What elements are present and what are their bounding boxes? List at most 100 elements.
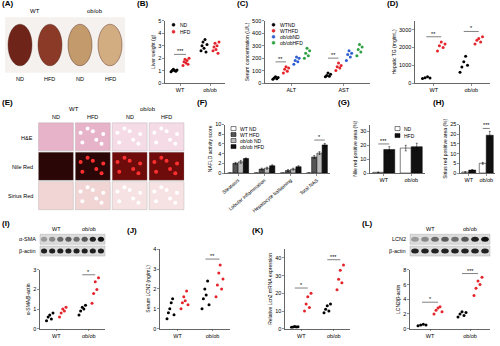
svg-text:Serum LCN2 (ng/mL): Serum LCN2 (ng/mL) [145,265,151,313]
svg-text:1: 1 [158,68,161,74]
svg-text:**: ** [331,52,336,58]
svg-text:2: 2 [158,55,161,61]
svg-text:8: 8 [218,131,221,137]
svg-text:*: * [429,296,432,302]
svg-text:WT: WT [379,177,388,183]
svg-text:HFD: HFD [404,133,415,139]
svg-text:3: 3 [158,43,161,49]
svg-text:ND: ND [16,76,24,82]
svg-text:ND: ND [404,126,412,132]
svg-text:3: 3 [33,267,36,273]
svg-text:0: 0 [158,80,161,86]
svg-text:ND: ND [180,22,188,28]
svg-text:ob/ob: ob/ob [87,8,103,14]
svg-text:20: 20 [450,131,456,137]
svg-text:Hepatic TG (mg/mL): Hepatic TG (mg/mL) [391,29,397,75]
svg-text:β-actin: β-actin [19,248,36,254]
svg-text:Hepatocyte ballooning: Hepatocyte ballooning [251,177,293,214]
svg-text:(C): (C) [237,0,248,8]
svg-text:**: ** [210,253,215,259]
svg-text:(F): (F) [197,98,208,107]
svg-text:(G): (G) [338,98,350,107]
svg-text:ob/ob: ob/ob [327,333,341,339]
svg-text:WT HFD: WT HFD [240,132,260,138]
svg-text:200: 200 [252,55,261,61]
svg-text:***: *** [467,268,474,274]
svg-text:500: 500 [252,18,261,24]
svg-text:ob/ob: ob/ob [82,226,96,232]
svg-text:2: 2 [33,286,36,292]
svg-text:40: 40 [275,255,281,261]
svg-text:30: 30 [360,128,366,134]
svg-text:4: 4 [218,151,221,157]
svg-text:Sirius red positive area (%): Sirius red positive area (%) [442,118,448,178]
svg-text:10: 10 [275,308,281,314]
svg-text:ob/obND: ob/obND [280,34,300,40]
svg-text:WT ND: WT ND [240,126,257,132]
svg-text:HFD: HFD [180,29,191,35]
svg-text:ob/ob: ob/ob [140,106,156,112]
svg-text:25: 25 [450,121,456,127]
svg-text:*: * [300,282,303,288]
svg-text:Lobular inflammation: Lobular inflammation [227,177,267,212]
svg-text:WT: WT [297,333,306,339]
svg-text:Serum concentration (U/L): Serum concentration (U/L) [244,22,250,81]
svg-text:6: 6 [403,282,406,288]
svg-text:***: *** [380,138,387,144]
svg-text:0: 0 [408,80,411,86]
svg-text:2: 2 [153,286,156,292]
svg-text:15: 15 [450,141,456,147]
svg-text:4: 4 [158,30,161,36]
svg-text:WT: WT [52,226,61,232]
svg-text:0: 0 [218,170,221,176]
svg-text:ob/ob: ob/ob [464,87,478,93]
svg-text:ALT: ALT [286,87,296,93]
svg-text:100: 100 [252,68,261,74]
svg-text:2: 2 [218,160,221,166]
svg-text:8: 8 [403,267,406,273]
svg-text:ob/ob: ob/ob [463,333,477,339]
svg-text:30: 30 [275,273,281,279]
svg-text:10: 10 [215,121,221,127]
svg-text:AST: AST [338,87,349,93]
svg-text:400: 400 [252,30,261,36]
svg-text:WT: WT [69,106,79,112]
svg-text:WT: WT [52,333,61,339]
svg-text:3000: 3000 [399,27,411,33]
svg-text:WT: WT [426,226,435,232]
svg-text:Nile red positive area (%): Nile red positive area (%) [352,120,358,176]
svg-text:1: 1 [33,306,36,312]
svg-text:4: 4 [153,246,156,252]
svg-text:Relative Lcn2 mRNA expression: Relative Lcn2 mRNA expression [267,253,273,325]
svg-text:ob/obHFD: ob/obHFD [280,40,303,46]
svg-text:Nile Red: Nile Red [12,164,33,170]
svg-text:***: *** [330,254,337,260]
svg-text:20: 20 [360,142,366,148]
svg-text:3: 3 [153,266,156,272]
svg-text:0: 0 [33,326,36,332]
svg-text:5: 5 [453,160,456,166]
svg-text:***: *** [483,122,490,128]
svg-text:4: 4 [403,296,406,302]
svg-text:(A): (A) [2,0,13,8]
svg-text:α-SMA: α-SMA [19,236,36,242]
svg-text:WT: WT [464,177,473,183]
svg-text:1000: 1000 [399,62,411,68]
svg-text:Liver weight (g): Liver weight (g) [150,34,156,69]
svg-text:ND: ND [52,114,60,120]
svg-text:WTND: WTND [280,22,295,28]
svg-text:H&E: H&E [21,135,33,141]
svg-text:***: *** [177,48,184,54]
svg-text:(J): (J) [127,226,137,235]
svg-text:5: 5 [158,18,161,24]
svg-text:HFD: HFD [44,76,55,82]
svg-text:NAFLD activity score: NAFLD activity score [207,125,213,172]
svg-text:Sirius Red: Sirius Red [8,193,33,199]
svg-text:ob/ob ND: ob/ob ND [240,138,262,144]
svg-text:**: ** [278,56,283,62]
svg-text:20: 20 [275,290,281,296]
svg-text:ob/ob HFD: ob/ob HFD [240,144,265,150]
svg-text:2: 2 [403,311,406,317]
svg-text:ob/ob: ob/ob [203,87,217,93]
svg-text:ND: ND [126,114,134,120]
